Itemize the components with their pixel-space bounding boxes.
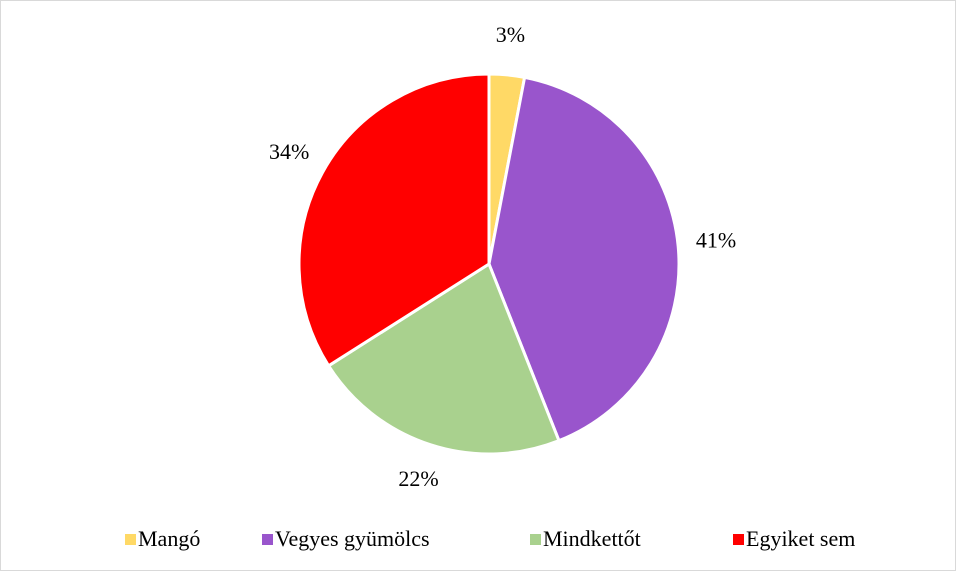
pie-slice [487,75,681,443]
legend-marker [262,534,273,545]
data-label: 34% [269,139,309,164]
pie-slice [297,72,491,368]
data-label: 41% [696,228,736,253]
legend-marker [530,534,541,545]
legend-label: Vegyes gyümölcs [275,526,430,551]
legend-label: Mindkettőt [543,526,641,551]
data-label: 3% [496,22,525,47]
legend-label: Egyiket sem [746,526,855,551]
legend-marker [733,534,744,545]
data-label: 22% [398,466,438,491]
legend-marker [125,534,136,545]
pie-slice [326,261,561,456]
legend-label: Mangó [138,526,200,551]
